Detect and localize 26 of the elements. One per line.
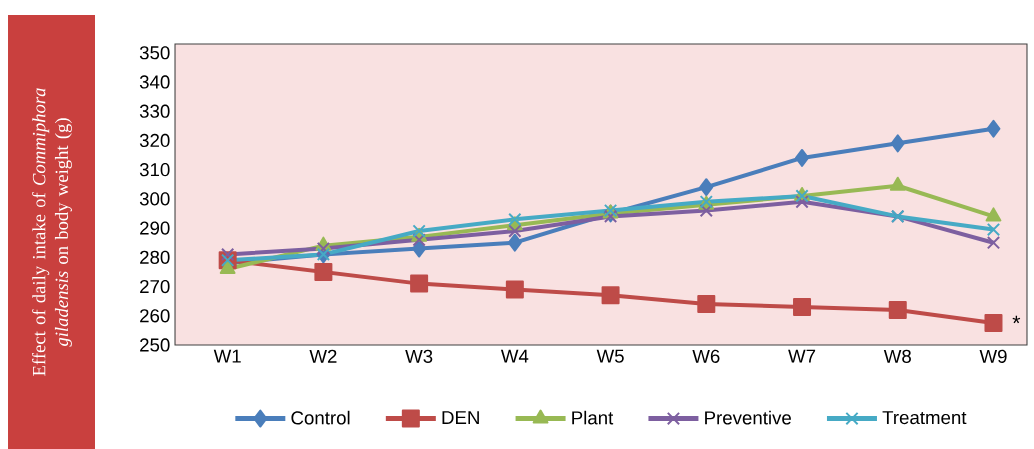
legend-label: Treatment [882,411,967,425]
y-tick-label: 350 [139,46,170,60]
y-tick-label: 300 [139,192,170,206]
legend-label: Plant [572,410,614,425]
x-tick-label: W1 [213,349,241,363]
x-tick-label: W8 [883,349,911,363]
y-tick-label: 250 [140,338,170,352]
legend-label: Control [291,410,350,425]
y-tick-label: 280 [140,250,170,264]
x-tick-label: W5 [596,349,624,363]
x-tick-label: W4 [500,349,529,363]
x-tick-label: W3 [405,349,433,363]
y-tick-label: 320 [139,133,170,148]
y-tick-label: 330 [139,104,170,118]
x-tick-label: W2 [309,349,337,363]
y-tick-label: 310 [139,163,170,177]
y-tick-label: 260 [140,309,170,323]
x-tick-label: W6 [692,349,720,363]
x-tick-label: W9 [979,349,1007,363]
x-tick-label: W7 [788,349,816,363]
y-tick-label: 270 [140,279,170,294]
annotation: * [1012,315,1021,324]
legend-label: Preventive [705,410,791,425]
y-tick-label: 290 [140,221,170,235]
legend-label: DEN [442,411,479,424]
y-tick-label: 340 [139,75,170,89]
